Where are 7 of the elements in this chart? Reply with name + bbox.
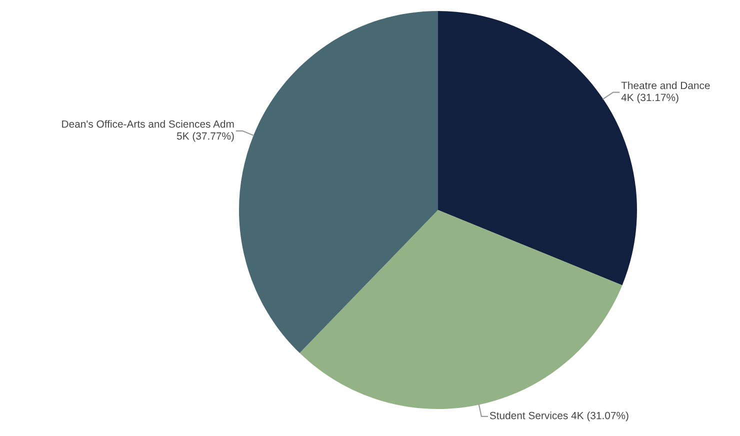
pie-slice [239,11,438,354]
slice-label: Theatre and Dance [621,82,710,90]
data-label: 5K (37.77%) [176,132,234,142]
slice-label: Dean's Office-Arts and Sciences Adm [62,120,234,128]
slice-label: Student Services 4K (31.07%) [490,412,628,422]
data-label: 4K (31.17%) [621,93,678,104]
pie-slice [300,210,622,409]
